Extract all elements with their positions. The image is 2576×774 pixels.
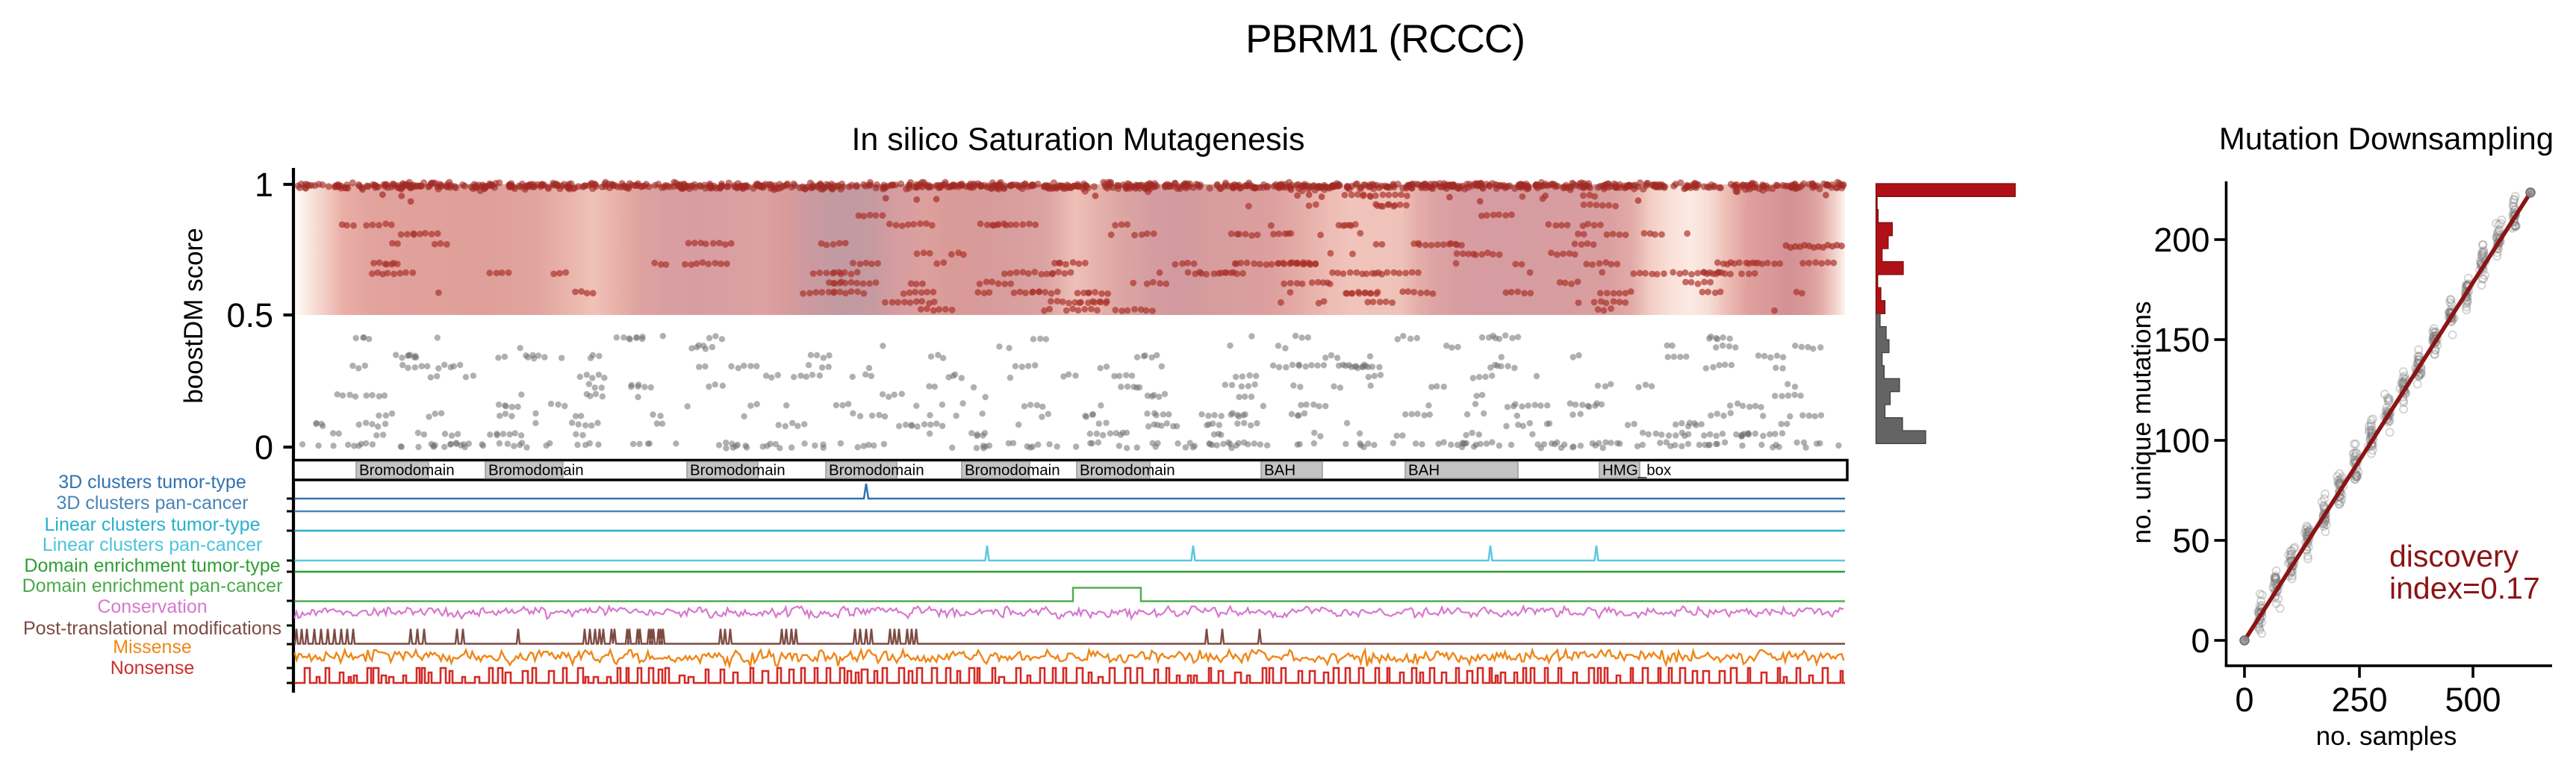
svg-text:index=0.17: index=0.17 xyxy=(2389,571,2540,605)
svg-text:Bromodomain: Bromodomain xyxy=(829,462,924,479)
svg-text:0: 0 xyxy=(2191,622,2209,660)
svg-text:150: 150 xyxy=(2153,321,2209,359)
svg-text:In silico Saturation Mutagenes: In silico Saturation Mutagenesis xyxy=(851,122,1304,157)
svg-text:500: 500 xyxy=(2445,681,2501,719)
svg-text:Bromodomain: Bromodomain xyxy=(965,462,1060,479)
svg-text:0: 0 xyxy=(2235,681,2253,719)
svg-text:BAH: BAH xyxy=(1264,462,1295,479)
svg-text:0: 0 xyxy=(255,428,273,466)
svg-text:Linear clusters pan-cancer: Linear clusters pan-cancer xyxy=(43,534,263,555)
svg-text:Bromodomain: Bromodomain xyxy=(359,462,455,479)
svg-text:no. unique mutations: no. unique mutations xyxy=(2127,302,2156,544)
svg-text:BAH: BAH xyxy=(1408,462,1440,479)
svg-text:boostDM score: boostDM score xyxy=(179,228,208,403)
svg-text:0.5: 0.5 xyxy=(226,296,273,334)
svg-text:Nonsense: Nonsense xyxy=(111,658,195,678)
svg-text:Domain enrichment pan-cancer: Domain enrichment pan-cancer xyxy=(22,575,283,596)
svg-text:3D clusters pan-cancer: 3D clusters pan-cancer xyxy=(56,493,248,514)
svg-text:no. samples: no. samples xyxy=(2316,722,2457,751)
svg-text:PBRM1 (RCCC): PBRM1 (RCCC) xyxy=(1245,17,1525,61)
svg-text:HMG_box: HMG_box xyxy=(1602,462,1672,479)
svg-text:Missense: Missense xyxy=(113,637,192,658)
svg-text:100: 100 xyxy=(2153,422,2209,460)
svg-text:250: 250 xyxy=(2331,681,2387,719)
svg-text:Post-translational modificatio: Post-translational modifications xyxy=(23,618,281,639)
svg-text:Bromodomain: Bromodomain xyxy=(488,462,584,479)
svg-text:50: 50 xyxy=(2172,522,2209,560)
svg-text:3D clusters tumor-type: 3D clusters tumor-type xyxy=(58,472,246,493)
svg-text:Mutation Downsampling: Mutation Downsampling xyxy=(2219,121,2554,156)
svg-text:Bromodomain: Bromodomain xyxy=(1080,462,1175,479)
svg-text:Domain enrichment tumor-type: Domain enrichment tumor-type xyxy=(24,555,280,576)
svg-text:200: 200 xyxy=(2153,221,2209,259)
svg-text:discovery: discovery xyxy=(2389,539,2519,573)
svg-text:Linear clusters tumor-type: Linear clusters tumor-type xyxy=(44,514,260,535)
svg-text:1: 1 xyxy=(255,166,273,204)
svg-text:Conservation: Conservation xyxy=(97,596,207,617)
svg-text:Bromodomain: Bromodomain xyxy=(690,462,785,479)
